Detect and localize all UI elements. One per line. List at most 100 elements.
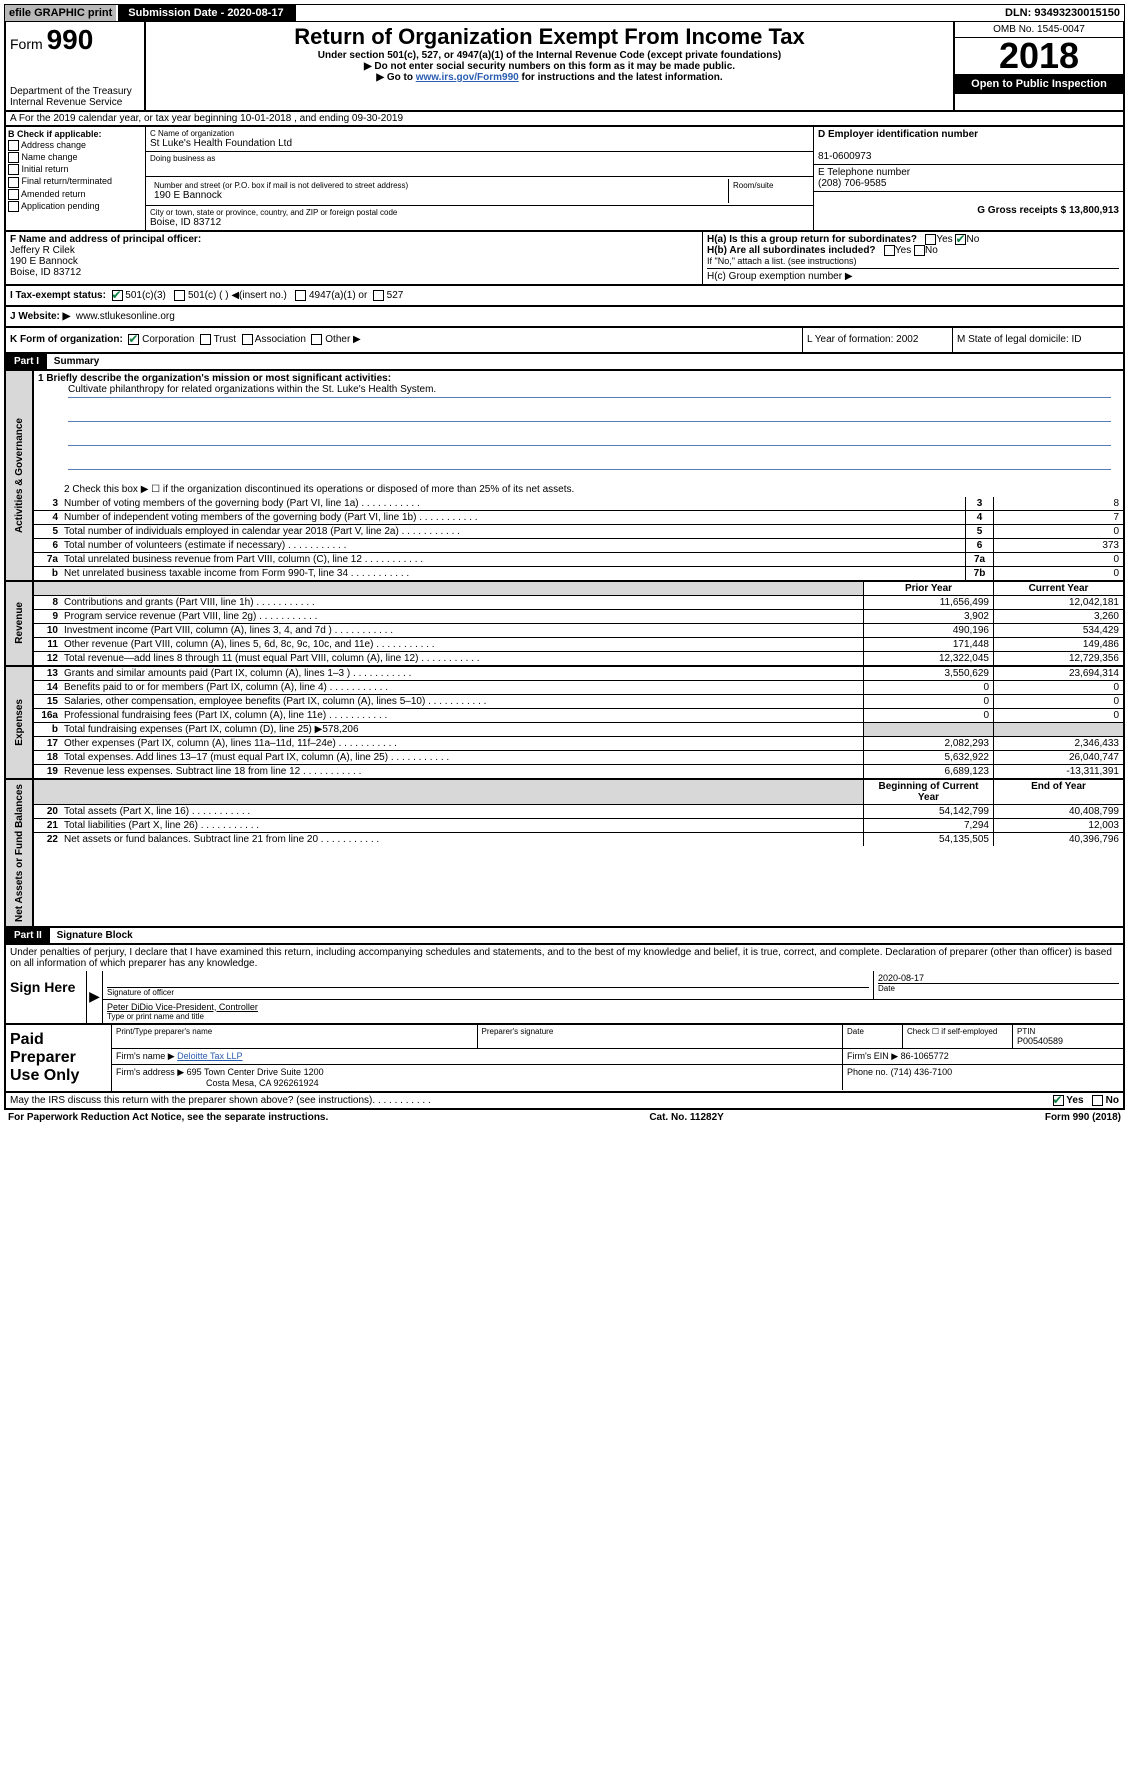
rev-side-label: Revenue [12, 598, 27, 648]
row-9: 9 Program service revenue (Part VIII, li… [34, 610, 1123, 624]
city-state-zip: Boise, ID 83712 [150, 217, 809, 228]
chk-amended[interactable]: Amended return [8, 189, 143, 200]
row-10: 10 Investment income (Part VIII, column … [34, 624, 1123, 638]
chk-4947[interactable] [295, 290, 306, 301]
org-form-row: K Form of organization: Corporation Trus… [4, 328, 1125, 353]
h-a-row: H(a) Is this a group return for subordin… [707, 234, 1119, 245]
ein-value: 81-0600973 [818, 151, 871, 162]
firm-addr1: 695 Town Center Drive Suite 1200 [187, 1067, 324, 1077]
discuss-yes-chk[interactable] [1053, 1095, 1064, 1106]
firm-phone: (714) 436-7100 [891, 1067, 953, 1077]
chk-initial-return[interactable]: Initial return [8, 164, 143, 175]
chk-corp[interactable] [128, 334, 139, 345]
sign-here-label: Sign Here [6, 971, 86, 1023]
sig-officer-label: Signature of officer [107, 988, 869, 997]
gov-row-7b: b Net unrelated business taxable income … [34, 567, 1123, 580]
tax-year-row: A For the 2019 calendar year, or tax yea… [4, 112, 1125, 127]
state-domicile: M State of legal domicile: ID [953, 328, 1123, 351]
gov-row-7a: 7a Total unrelated business revenue from… [34, 553, 1123, 567]
row-16a: 16a Professional fundraising fees (Part … [34, 709, 1123, 723]
dept-label: Department of the Treasury Internal Reve… [10, 86, 140, 108]
website-value: www.stlukesonline.org [76, 311, 175, 322]
chk-address-change[interactable]: Address change [8, 140, 143, 151]
footer-line: For Paperwork Reduction Act Notice, see … [4, 1110, 1125, 1125]
website-row: J Website: ▶ www.stlukesonline.org [4, 307, 1125, 328]
chk-app-pending[interactable]: Application pending [8, 201, 143, 212]
tax-exempt-row: I Tax-exempt status: 501(c)(3) 501(c) ( … [4, 286, 1125, 307]
form-header: Form 990 Department of the Treasury Inte… [4, 22, 1125, 112]
row-13: 13 Grants and similar amounts paid (Part… [34, 667, 1123, 681]
tax-year: 2018 [955, 38, 1123, 74]
phone-cell: E Telephone number (208) 706-9585 [814, 165, 1123, 192]
prior-year-hdr: Prior Year [863, 582, 993, 595]
submission-date-btn[interactable]: Submission Date - 2020-08-17 [118, 5, 293, 21]
self-employed-chk[interactable]: Check ☐ if self-employed [907, 1027, 1008, 1036]
section-revenue: Revenue Prior Year Current Year 8 Contri… [4, 582, 1125, 667]
chk-name-change[interactable]: Name change [8, 152, 143, 163]
q2-checkbox-line: 2 Check this box ▶ ☐ if the organization… [34, 482, 1123, 497]
chk-501c[interactable] [174, 290, 185, 301]
row-20: 20 Total assets (Part X, line 16) 54,142… [34, 805, 1123, 819]
gross-receipts: G Gross receipts $ 13,800,913 [814, 192, 1123, 218]
name-title-label: Type or print name and title [107, 1012, 1119, 1021]
h-b-row: H(b) Are all subordinates included? Yes … [707, 245, 1119, 256]
officer-name: Jeffery R Cilek [10, 245, 75, 256]
row-19: 19 Revenue less expenses. Subtract line … [34, 765, 1123, 778]
cat-no: Cat. No. 11282Y [649, 1112, 723, 1123]
firm-name-link[interactable]: Deloitte Tax LLP [177, 1051, 242, 1061]
exp-side-label: Expenses [12, 695, 27, 750]
discuss-no-chk[interactable] [1092, 1095, 1103, 1106]
chk-other[interactable] [311, 334, 322, 345]
ein-cell: D Employer identification number 81-0600… [814, 127, 1123, 165]
section-governance: Activities & Governance 1 Briefly descri… [4, 371, 1125, 582]
gov-row-6: 6 Total number of volunteers (estimate i… [34, 539, 1123, 553]
gov-row-4: 4 Number of independent voting members o… [34, 511, 1123, 525]
row-15: 15 Salaries, other compensation, employe… [34, 695, 1123, 709]
efile-label[interactable]: efile GRAPHIC print [5, 5, 116, 21]
row-8: 8 Contributions and grants (Part VIII, l… [34, 596, 1123, 610]
org-name-cell: C Name of organization St Luke's Health … [146, 127, 813, 152]
officer-label: F Name and address of principal officer: [10, 234, 201, 245]
officer-group-row: F Name and address of principal officer:… [4, 232, 1125, 286]
arrow-icon: ▶ [89, 988, 100, 1005]
row-18: 18 Total expenses. Add lines 13–17 (must… [34, 751, 1123, 765]
blank-field [294, 5, 332, 21]
row-14: 14 Benefits paid to or for members (Part… [34, 681, 1123, 695]
row-11: 11 Other revenue (Part VIII, column (A),… [34, 638, 1123, 652]
top-bar: efile GRAPHIC print Submission Date - 20… [4, 4, 1125, 22]
chk-trust[interactable] [200, 334, 211, 345]
row-b: b Total fundraising expenses (Part IX, c… [34, 723, 1123, 737]
h-b-note: If "No," attach a list. (see instruction… [707, 256, 1119, 266]
dba-cell: Doing business as [146, 152, 813, 177]
gov-side-label: Activities & Governance [12, 414, 27, 537]
street-address: 190 E Bannock [154, 190, 724, 201]
form-title: Return of Organization Exempt From Incom… [150, 24, 949, 50]
chk-assoc[interactable] [242, 334, 253, 345]
open-public-badge: Open to Public Inspection [955, 74, 1123, 94]
sign-date-label: Date [878, 984, 1119, 993]
chk-527[interactable] [373, 290, 384, 301]
end-year-hdr: End of Year [993, 780, 1123, 804]
section-expenses: Expenses 13 Grants and similar amounts p… [4, 667, 1125, 780]
part-2-header: Part II Signature Block [4, 928, 1125, 945]
address-cell: Number and street (or P.O. box if mail i… [146, 177, 813, 206]
year-formation: L Year of formation: 2002 [803, 328, 953, 351]
q1-label: 1 Briefly describe the organization's mi… [38, 373, 391, 384]
firm-addr2: Costa Mesa, CA 926261924 [206, 1078, 319, 1088]
section-net-assets: Net Assets or Fund Balances Beginning of… [4, 780, 1125, 928]
irs-link[interactable]: www.irs.gov/Form990 [416, 72, 519, 83]
officer-typed-name: Peter DiDio Vice-President, Controller [107, 1002, 1119, 1012]
discuss-row: May the IRS discuss this return with the… [4, 1093, 1125, 1110]
checkbox-column-b: B Check if applicable: Address change Na… [6, 127, 146, 230]
gov-row-3: 3 Number of voting members of the govern… [34, 497, 1123, 511]
entity-info-grid: B Check if applicable: Address change Na… [4, 127, 1125, 232]
gov-row-5: 5 Total number of individuals employed i… [34, 525, 1123, 539]
row-22: 22 Net assets or fund balances. Subtract… [34, 833, 1123, 846]
sign-here-section: Sign Here ▶ Signature of officer 2020-08… [4, 971, 1125, 1025]
perjury-declaration: Under penalties of perjury, I declare th… [4, 945, 1125, 971]
chk-final-return[interactable]: Final return/terminated [8, 176, 143, 187]
form-number: Form 990 [10, 24, 140, 56]
chk-501c3[interactable] [112, 290, 123, 301]
h-c-row: H(c) Group exemption number ▶ [707, 268, 1119, 282]
subtitle-2: ▶ Do not enter social security numbers o… [150, 61, 949, 72]
